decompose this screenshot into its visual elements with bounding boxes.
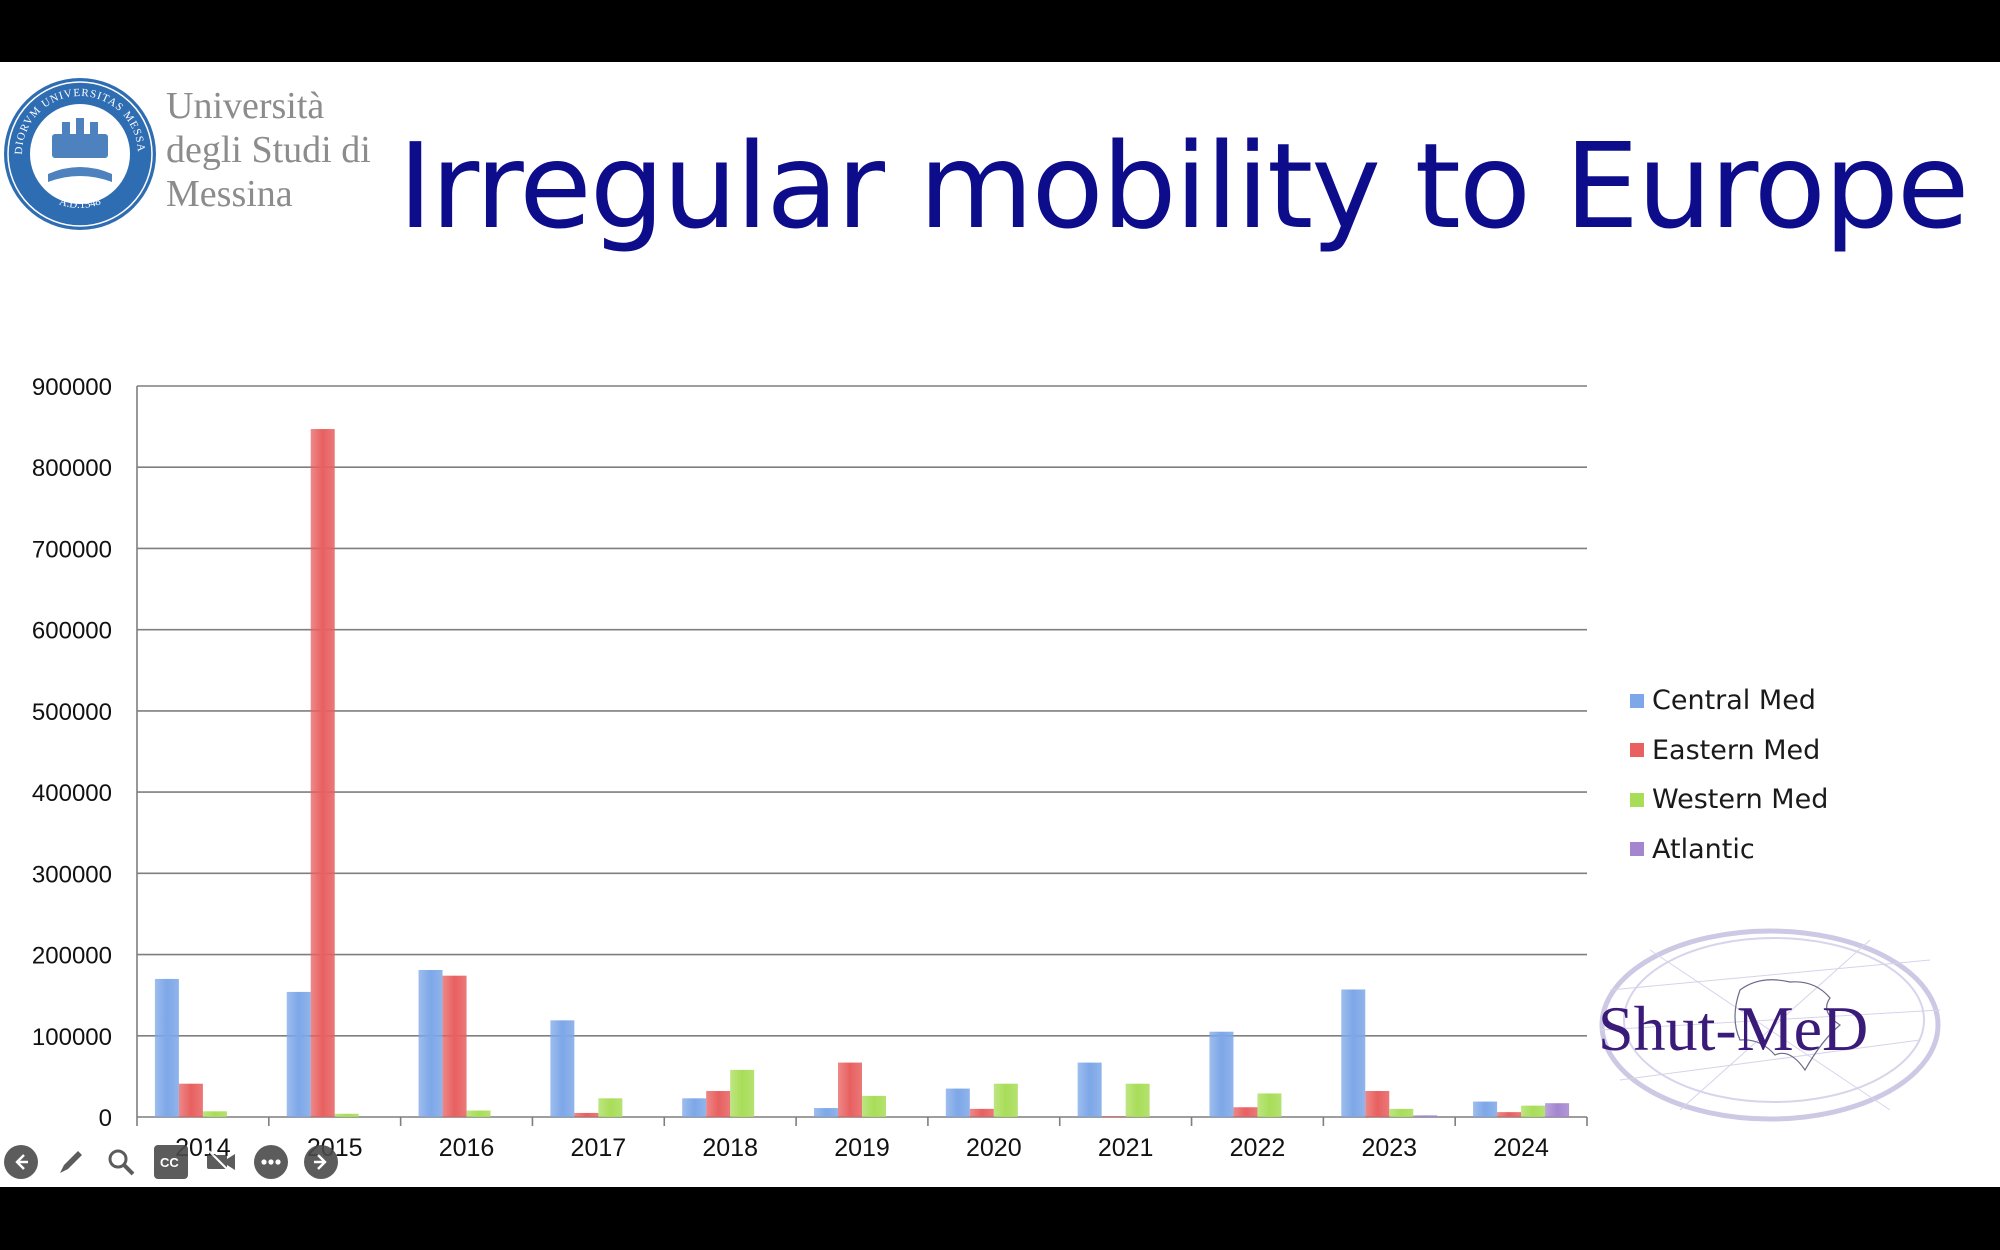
slide-title: Irregular mobility to Europe: [398, 117, 1969, 255]
legend-label-eastern-med: Eastern Med: [1652, 734, 1821, 766]
x-tick-label-2018: 2018: [702, 1134, 758, 1162]
x-tick-label-2016: 2016: [439, 1134, 495, 1162]
bar-eastern-med-2020: [969, 1108, 994, 1117]
y-tick-label-200000: 200000: [32, 943, 112, 970]
legend-item-eastern-med: Eastern Med: [1630, 726, 1828, 776]
legend-swatch-western-med: [1630, 792, 1644, 807]
svg-text:CC: CC: [160, 1155, 179, 1170]
legend-label-western-med: Western Med: [1652, 784, 1829, 816]
bar-western-med-2014: [202, 1111, 227, 1117]
legend-swatch-eastern-med: [1630, 743, 1644, 758]
bar-eastern-med-2018: [706, 1091, 731, 1117]
arrow-left-icon[interactable]: [4, 1145, 38, 1179]
bar-atlantic-2023: [1413, 1115, 1438, 1117]
legend-item-central-med: Central Med: [1630, 676, 1828, 726]
legend-swatch-atlantic: [1630, 842, 1644, 857]
bar-central-med-2024: [1473, 1101, 1498, 1117]
bar-western-med-2017: [598, 1098, 623, 1117]
bar-central-med-2020: [945, 1088, 970, 1117]
legend-label-central-med: Central Med: [1652, 685, 1816, 717]
bar-western-med-2021: [1125, 1083, 1150, 1117]
bar-eastern-med-2023: [1365, 1091, 1390, 1117]
x-tick-label-2017: 2017: [571, 1134, 627, 1162]
y-tick-label-700000: 700000: [32, 536, 112, 563]
x-tick-label-2023: 2023: [1361, 1134, 1417, 1162]
y-tick-label-0: 0: [99, 1105, 112, 1132]
y-tick-label-400000: 400000: [32, 780, 112, 807]
university-name-line-3: Messina: [166, 173, 293, 215]
captions-icon[interactable]: CC: [154, 1145, 188, 1179]
x-tick-label-2021: 2021: [1098, 1134, 1154, 1162]
university-seal-logo: STUDIORVM UNIVERSITAS MESSANAE A.D.1548: [0, 74, 156, 230]
x-tick-label-2024: 2024: [1493, 1134, 1549, 1162]
x-tick-label-2022: 2022: [1230, 1134, 1286, 1162]
bar-central-med-2021: [1077, 1062, 1102, 1117]
slide: STUDIORVM UNIVERSITAS MESSANAE A.D.1548 …: [0, 62, 2000, 1187]
chart-legend: Central Med Eastern Med Western Med Atla…: [1630, 676, 1828, 874]
x-tick-label-2019: 2019: [834, 1134, 890, 1162]
bar-eastern-med-2019: [838, 1062, 862, 1117]
bar-eastern-med-2015: [310, 429, 335, 1117]
bar-central-med-2014: [154, 978, 179, 1117]
bar-central-med-2023: [1341, 989, 1366, 1117]
bar-eastern-med-2014: [178, 1083, 203, 1117]
university-name: Università degli Studi di Messina: [166, 84, 371, 216]
y-tick-label-300000: 300000: [32, 861, 112, 888]
university-name-line-2: degli Studi di: [166, 129, 371, 171]
bar-central-med-2017: [550, 1020, 575, 1117]
bar-chart: 0 100000 200000 300000 400000 500000 600000 700…: [32, 374, 1588, 1162]
legend-item-atlantic: Atlantic: [1630, 825, 1828, 875]
pen-icon[interactable]: [54, 1145, 88, 1179]
y-tick-label-500000: 500000: [32, 699, 112, 726]
presentation-controls: CC: [4, 1145, 338, 1179]
bar-eastern-med-2016: [442, 975, 467, 1117]
seal-text-bottom: A.D.1548: [58, 195, 103, 211]
y-tick-label-100000: 100000: [32, 1024, 112, 1051]
bar-central-med-2018: [682, 1098, 707, 1117]
y-tick-label-800000: 800000: [32, 455, 112, 482]
bar-western-med-2020: [993, 1083, 1018, 1117]
bar-western-med-2018: [730, 1069, 755, 1117]
legend-swatch-central-med: [1630, 693, 1644, 708]
svg-text:A.D.1548: A.D.1548: [58, 195, 103, 211]
arrow-right-icon[interactable]: [304, 1145, 338, 1179]
bar-western-med-2024: [1521, 1105, 1546, 1117]
bar-central-med-2019: [814, 1108, 838, 1117]
bar-atlantic-2024: [1545, 1103, 1570, 1117]
legend-label-atlantic: Atlantic: [1652, 833, 1755, 865]
bar-central-med-2015: [286, 991, 311, 1117]
shutmed-logo: Shut-MeD: [1598, 928, 1941, 1122]
bar-central-med-2016: [418, 969, 443, 1117]
bar-western-med-2019: [862, 1095, 886, 1117]
y-tick-label-600000: 600000: [32, 618, 112, 645]
zoom-icon[interactable]: [104, 1145, 138, 1179]
bar-eastern-med-2017: [574, 1112, 599, 1117]
legend-item-western-med: Western Med: [1630, 775, 1828, 825]
bar-western-med-2022: [1257, 1093, 1282, 1117]
x-tick-label-2020: 2020: [966, 1134, 1022, 1162]
shutmed-logo-text: Shut-MeD: [1598, 993, 1868, 1064]
university-name-line-1: Università: [166, 85, 325, 127]
bar-eastern-med-2021: [1101, 1116, 1126, 1117]
more-icon[interactable]: [254, 1145, 288, 1179]
bar-central-med-2022: [1209, 1031, 1234, 1117]
bar-western-med-2023: [1389, 1108, 1414, 1117]
bar-western-med-2016: [466, 1110, 491, 1117]
y-tick-label-900000: 900000: [32, 374, 112, 401]
video-off-icon[interactable]: [204, 1145, 238, 1179]
bar-eastern-med-2022: [1233, 1107, 1258, 1117]
bar-western-med-2015: [334, 1113, 359, 1117]
bar-eastern-med-2024: [1497, 1112, 1522, 1117]
